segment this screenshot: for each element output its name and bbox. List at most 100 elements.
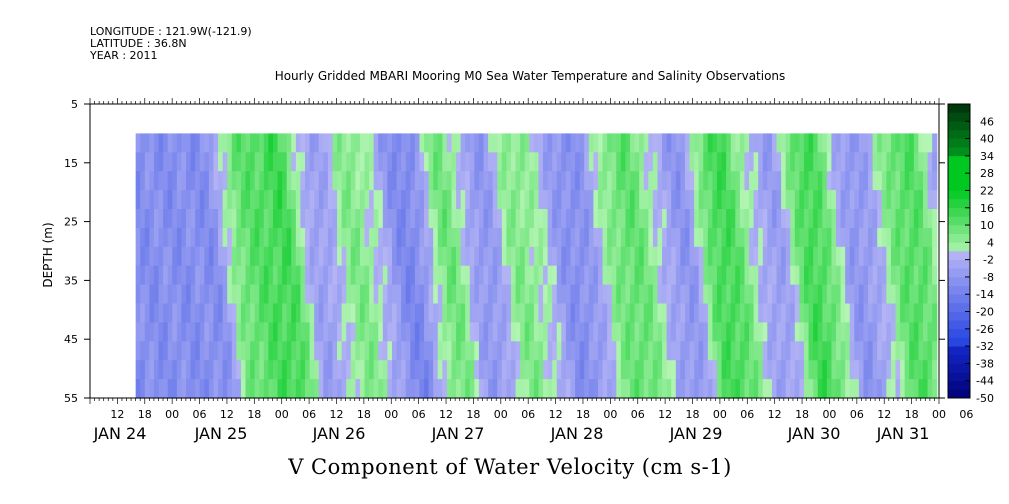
heatmap-cell	[231, 152, 237, 172]
heatmap-cell	[337, 379, 343, 399]
heatmap-cell	[355, 190, 361, 210]
heatmap-cell	[803, 303, 810, 323]
heatmap-cell	[689, 379, 695, 399]
heatmap-cell	[341, 303, 347, 323]
heatmap-cell	[355, 171, 361, 191]
heatmap-cell	[369, 284, 375, 305]
heatmap-cell	[529, 379, 535, 399]
heatmap-cell	[794, 360, 800, 380]
heatmap-cell	[593, 171, 599, 191]
heatmap-cell	[428, 246, 434, 267]
colorbar-swatch	[948, 346, 970, 356]
heatmap-cell	[469, 341, 475, 361]
heatmap-cell	[511, 171, 517, 191]
heatmap-cell	[396, 265, 402, 286]
heatmap-cell	[863, 227, 869, 248]
heatmap-cell	[236, 133, 242, 153]
heatmap-cell	[630, 379, 636, 399]
heatmap-cell	[378, 209, 384, 229]
heatmap-cell	[350, 284, 356, 305]
heatmap-cell	[913, 209, 920, 229]
heatmap-cell	[776, 284, 782, 305]
heatmap-cell	[762, 341, 768, 361]
heatmap-cell	[254, 265, 260, 286]
heatmap-cell	[657, 360, 663, 380]
heatmap-cell	[900, 227, 906, 248]
heatmap-cell	[872, 209, 878, 229]
heatmap-cell	[533, 227, 540, 248]
heatmap-cell	[689, 190, 695, 210]
heatmap-cell	[584, 322, 590, 342]
heatmap-cell	[739, 171, 746, 191]
y-tick-label: 5	[71, 98, 78, 111]
heatmap-cell	[346, 341, 352, 361]
heatmap-cell	[749, 152, 755, 172]
heatmap-cell	[195, 360, 201, 380]
heatmap-cell	[337, 246, 343, 267]
heatmap-cell	[501, 303, 508, 323]
heatmap-cell	[561, 209, 567, 229]
heatmap-cell	[675, 246, 681, 267]
heatmap-cell	[858, 171, 865, 191]
heatmap-cell	[346, 227, 352, 248]
heatmap-cell	[593, 246, 599, 267]
heatmap-cell	[245, 133, 251, 153]
heatmap-cell	[213, 152, 219, 172]
heatmap-cell	[172, 209, 178, 229]
heatmap-cell	[543, 227, 549, 248]
heatmap-cell	[689, 227, 695, 248]
heatmap-cell	[520, 303, 526, 323]
heatmap-cell	[446, 360, 453, 380]
heatmap-cell	[836, 171, 842, 191]
heatmap-cell	[808, 133, 814, 153]
heatmap-cell	[913, 171, 920, 191]
heatmap-cell	[588, 303, 594, 323]
heatmap-cell	[446, 227, 453, 248]
heatmap-cell	[506, 303, 512, 323]
heatmap-cell	[158, 171, 164, 191]
heatmap-cell	[515, 227, 521, 248]
heatmap-cell	[561, 152, 567, 172]
colorbar-swatch	[948, 242, 970, 252]
heatmap-cell	[698, 341, 704, 361]
heatmap-cell	[465, 246, 471, 267]
heatmap-cell	[341, 246, 347, 267]
x-hour-label: 18	[576, 408, 590, 421]
heatmap-cell	[831, 171, 837, 191]
heatmap-cell	[483, 171, 489, 191]
heatmap-cell	[350, 341, 356, 361]
heatmap-cell	[575, 322, 581, 342]
heatmap-cell	[863, 303, 869, 323]
heatmap-cell	[565, 227, 572, 248]
heatmap-cell	[712, 284, 718, 305]
heatmap-cell	[309, 360, 315, 380]
colorbar-swatch	[948, 251, 970, 260]
heatmap-cell	[803, 227, 810, 248]
heatmap-cell	[419, 152, 425, 172]
heatmap-cell	[799, 322, 805, 342]
colorbar-swatch	[948, 173, 970, 183]
heatmap-cell	[272, 152, 279, 172]
heatmap-cell	[689, 322, 695, 342]
heatmap-cell	[643, 322, 649, 342]
heatmap-cell	[845, 190, 851, 210]
heatmap-cell	[478, 322, 485, 342]
heatmap-cell	[662, 379, 668, 399]
heatmap-cell	[932, 322, 938, 342]
heatmap-cell	[218, 133, 224, 153]
heatmap-cell	[716, 303, 723, 323]
heatmap-cell	[387, 341, 393, 361]
heatmap-cell	[524, 152, 530, 172]
x-hour-label: 00	[713, 408, 727, 421]
heatmap-cell	[840, 227, 846, 248]
heatmap-cell	[872, 133, 878, 153]
heatmap-cell	[868, 190, 874, 210]
heatmap-cell	[643, 379, 649, 399]
heatmap-cell	[817, 379, 823, 399]
heatmap-cell	[666, 152, 672, 172]
heatmap-cell	[858, 341, 865, 361]
heatmap-cell	[250, 265, 256, 286]
heatmap-cell	[872, 379, 878, 399]
heatmap-cell	[895, 209, 901, 229]
